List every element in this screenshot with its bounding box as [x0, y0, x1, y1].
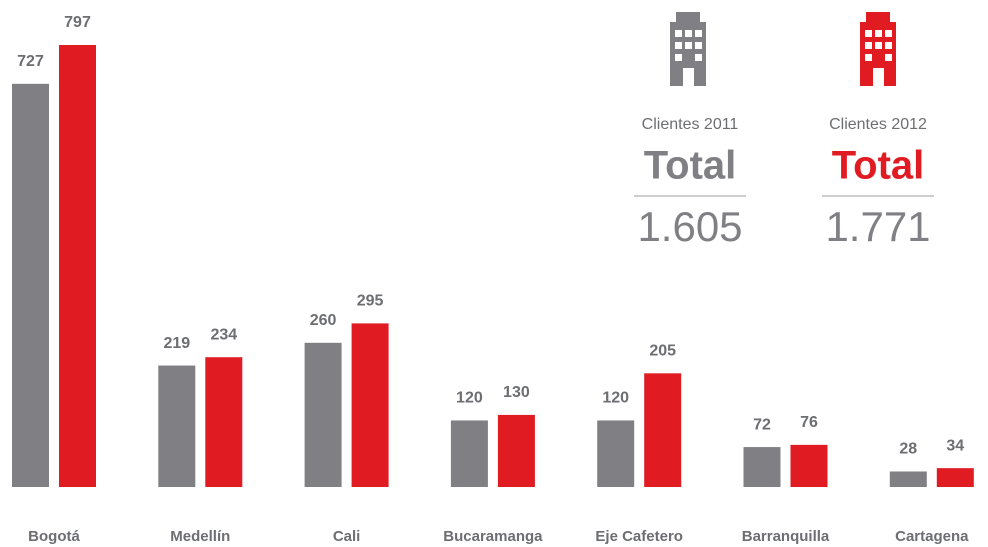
legend-name: Clientes 2012 — [829, 116, 927, 133]
data-label: 34 — [946, 437, 964, 454]
bar — [497, 414, 535, 487]
x-tick-label: Bucaramanga — [443, 528, 543, 545]
bar — [205, 357, 243, 487]
bar — [12, 83, 49, 487]
legend-name: Clientes 2011 — [642, 116, 739, 133]
bar — [790, 444, 828, 487]
data-label: 797 — [64, 14, 91, 31]
bar — [304, 342, 342, 487]
building-icon-2011 — [670, 12, 706, 86]
bar — [450, 420, 488, 487]
data-label: 72 — [753, 416, 771, 433]
bar — [59, 45, 96, 487]
x-tick-label: Medellín — [170, 528, 230, 545]
total-label: Total — [832, 144, 925, 188]
data-label: 76 — [800, 414, 818, 431]
bar — [597, 420, 635, 487]
data-label: 727 — [17, 53, 44, 70]
total-label: Total — [644, 144, 737, 188]
bar — [936, 468, 974, 487]
bar — [644, 373, 682, 487]
x-tick-label: Bogotá — [28, 528, 80, 545]
building-icon-2012 — [860, 12, 896, 86]
bar — [158, 365, 196, 487]
x-tick-label: Eje Cafetero — [595, 528, 683, 545]
data-label: 120 — [456, 390, 483, 407]
total-value: 1.771 — [825, 203, 930, 250]
data-label: 205 — [649, 343, 676, 360]
total-value: 1.605 — [637, 203, 742, 250]
data-label: 120 — [602, 390, 629, 407]
data-label: 130 — [503, 384, 530, 401]
bar — [889, 471, 927, 487]
data-label: 219 — [163, 335, 190, 352]
x-tick-label: Cali — [333, 528, 361, 545]
x-tick-label: Barranquilla — [742, 528, 830, 545]
data-label: 295 — [357, 293, 384, 310]
data-label: 234 — [210, 326, 237, 343]
x-tick-label: Cartagena — [895, 528, 969, 545]
data-label: 28 — [899, 441, 917, 458]
data-label: 260 — [310, 312, 337, 329]
bar — [743, 447, 781, 487]
bar — [351, 323, 389, 487]
